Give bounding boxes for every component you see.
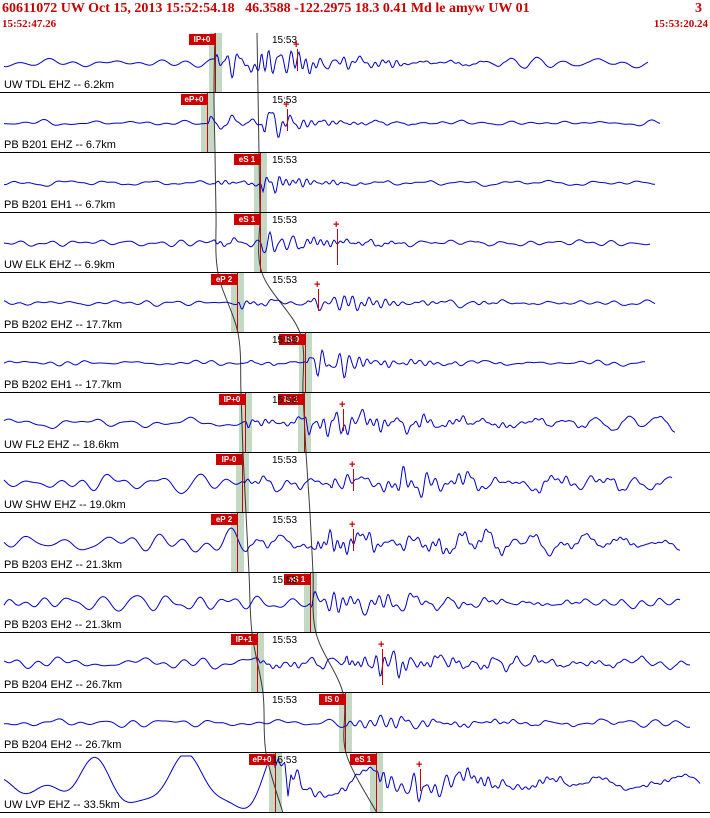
phase-pick-flag[interactable]: IS 0 [319, 694, 345, 705]
phase-pick-line[interactable] [376, 753, 377, 812]
trace-row: + eP+0 eS 1 15:53 UW LVP EHZ -- 33.5km [0, 753, 710, 813]
trace-row: + eP 2 15:53 PB B202 EHZ -- 17.7km [0, 273, 710, 333]
amplitude-line [297, 49, 298, 71]
phase-pick-flag[interactable]: eS 1 [234, 214, 260, 225]
amplitude-line [382, 649, 383, 685]
station-label: PB B202 EH1 -- 17.7km [4, 379, 122, 391]
trace-row: IS 0 15:53 PB B204 EH2 -- 26.7km [0, 693, 710, 753]
phase-pick-line[interactable] [215, 33, 216, 92]
waveform-trace[interactable] [3, 111, 661, 138]
phase-pick-flag[interactable]: IP-0 [216, 454, 242, 465]
phase-pick-line[interactable] [207, 93, 208, 152]
minute-tick-label: 15:53 [272, 95, 298, 106]
amplitude-line [318, 289, 319, 311]
minute-tick-label: 15:53 [272, 275, 298, 286]
trace-row: + IP+0 15:53 UW TDL EHZ -- 6.2km [0, 33, 710, 93]
waveform-trace[interactable] [4, 176, 655, 194]
waveform-trace[interactable] [3, 527, 681, 557]
amplitude-line [420, 769, 421, 791]
phase-pick-line[interactable] [304, 393, 305, 452]
minute-tick-label: 15:53 [272, 215, 298, 226]
phase-pick-line[interactable] [237, 513, 238, 572]
header-right-count: 3 [695, 1, 702, 16]
phase-pick-line[interactable] [310, 573, 311, 632]
phase-pick-flag[interactable]: eP+0 [181, 94, 207, 105]
station-label: UW LVP EHZ -- 33.5km [4, 799, 120, 811]
amplitude-line [353, 529, 354, 551]
phase-pick-line[interactable] [237, 273, 238, 332]
trace-row: eS 1 15:53 PB B203 EH2 -- 21.3km [0, 573, 710, 633]
event-summary-line: 60611072 UW Oct 15, 2013 15:52:54.18 46.… [2, 1, 530, 16]
station-label: PB B201 EH1 -- 6.7km [4, 199, 116, 211]
minute-tick-label: 15:53 [272, 35, 298, 46]
phase-pick-flag[interactable]: eP 2 [211, 274, 237, 285]
minute-tick-label: 15:53 [272, 755, 298, 766]
station-label: PB B203 EHZ -- 21.3km [4, 559, 122, 571]
phase-pick-line[interactable] [345, 693, 346, 752]
phase-pick-flag[interactable]: IP+1 [231, 634, 257, 645]
station-label: UW FL2 EHZ -- 18.6km [4, 439, 119, 451]
window-start-time: 15:52:47.26 [2, 18, 57, 30]
trace-row: + IP+1 15:53 PB B204 EHZ -- 26.7km [0, 633, 710, 693]
trace-row: + eS 1 15:53 UW ELK EHZ -- 6.9km [0, 213, 710, 273]
phase-pick-flag[interactable]: IP+0 [219, 394, 245, 405]
phase-pick-line[interactable] [305, 333, 306, 392]
waveform-trace[interactable] [3, 295, 656, 312]
phase-pick-flag[interactable]: eS 1 [350, 754, 376, 765]
waveform-trace[interactable] [3, 650, 691, 680]
minute-tick-label: 15:53 [272, 695, 298, 706]
amplitude-plus-icon: + [416, 759, 423, 771]
waveform-trace[interactable] [3, 409, 676, 438]
minute-tick-label: 15:53 [272, 515, 298, 526]
trace-panel: + IP+0 15:53 UW TDL EHZ -- 6.2km + eP+0 15:53 P… [0, 33, 710, 813]
waveform-trace[interactable] [3, 714, 691, 730]
waveform-trace[interactable] [3, 465, 673, 498]
minute-tick-label: 15:53 [272, 635, 298, 646]
phase-pick-line[interactable] [242, 453, 243, 512]
trace-row: + IP-0 15:53 UW SHW EHZ -- 19.0km [0, 453, 710, 513]
phase-pick-line[interactable] [260, 153, 261, 212]
amplitude-line [353, 469, 354, 491]
station-label: UW ELK EHZ -- 6.9km [4, 259, 115, 271]
trace-row: + eP+0 15:53 PB B201 EHZ -- 6.7km [0, 93, 710, 153]
station-label: PB B204 EH2 -- 26.7km [4, 739, 122, 751]
minute-tick-label: 15:53 [272, 575, 298, 586]
station-label: PB B204 EHZ -- 26.7km [4, 679, 122, 691]
phase-pick-flag[interactable]: IP+0 [189, 34, 215, 45]
amplitude-line [343, 409, 344, 431]
phase-pick-flag[interactable]: eS 1 [234, 154, 260, 165]
minute-tick-label: 15:53 [272, 155, 298, 166]
station-label: UW TDL EHZ -- 6.2km [4, 79, 115, 91]
station-label: PB B202 EHZ -- 17.7km [4, 319, 122, 331]
minute-tick-label: 15:53 [272, 455, 298, 466]
window-end-time: 15:53:20.24 [653, 18, 708, 30]
trace-row: + eP 2 15:53 PB B203 EHZ -- 21.3km [0, 513, 710, 573]
header: 60611072 UW Oct 15, 2013 15:52:54.18 46.… [0, 0, 710, 33]
phase-pick-flag[interactable]: eP 2 [211, 514, 237, 525]
trace-row: eS 1 15:53 PB B201 EH1 -- 6.7km [0, 153, 710, 213]
station-label: UW SHW EHZ -- 19.0km [4, 499, 126, 511]
minute-tick-label: 15:53 [272, 335, 298, 346]
trace-row: + IP+0 IS 1 15:53 UW FL2 EHZ -- 18.6km [0, 393, 710, 453]
waveform-trace[interactable] [3, 230, 651, 254]
phase-pick-line[interactable] [245, 393, 246, 452]
waveform-trace[interactable] [3, 49, 649, 80]
amplitude-line [337, 229, 338, 265]
waveform-trace[interactable] [3, 590, 681, 616]
amplitude-line [287, 109, 288, 131]
waveform-trace[interactable] [3, 348, 645, 379]
trace-row: IS 0 15:53 PB B202 EH1 -- 17.7km [0, 333, 710, 393]
amplitude-plus-icon: + [378, 639, 385, 651]
station-label: PB B203 EH2 -- 21.3km [4, 619, 122, 631]
minute-tick-label: 15:53 [272, 395, 298, 406]
phase-pick-line[interactable] [260, 213, 261, 272]
phase-pick-line[interactable] [257, 633, 258, 692]
station-label: PB B201 EHZ -- 6.7km [4, 139, 116, 151]
